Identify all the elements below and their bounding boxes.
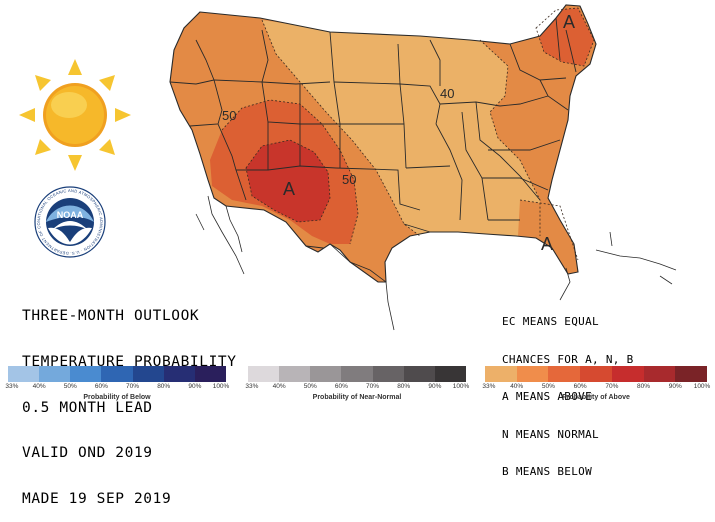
legend-tick-label: 70% [366,383,380,390]
legend-swatch [194,366,226,382]
key-note-line: CHANCES FOR A, N, B [502,352,634,366]
legend-tick-label: 40% [32,383,46,390]
legend-swatch [675,366,708,382]
legend-below-title: Probability of Below [83,394,151,401]
legend-swatch [643,366,676,382]
legend-swatch [70,366,102,382]
legend-swatch [248,366,280,382]
legend-tick-label: 33% [5,383,19,390]
legend-swatch [132,366,164,382]
noaa-logo-text: NOAA [57,210,84,220]
title-line: MADE 19 SEP 2019 [22,490,172,507]
probability-region-60-70 [246,140,330,222]
contour-label-south: 50 [342,172,356,187]
legend-tick-label: 33% [245,383,259,390]
key-note-line: EC MEANS EQUAL [502,315,599,328]
legend-tick-label: 80% [397,383,411,390]
legend-tick-label: 70% [605,383,619,390]
legend-tick-label: 100% [452,383,470,390]
legend-tick-label: 50% [303,383,317,390]
key-note-line: N MEANS NORMAL [502,427,599,441]
contour-label-west: 50 [222,108,236,123]
legend-swatch [163,366,195,382]
legend-swatch [341,366,373,382]
state-borders [170,17,577,251]
legend-tick-label: 40% [510,383,524,390]
legend-swatch [580,366,612,382]
outlook-map-canvas: 50 40 50 A A A [19,4,677,331]
legend-swatch [39,366,71,382]
legend-tick-label: 90% [188,383,202,390]
legend-swatch [310,366,342,382]
legend-tick-label: 80% [637,383,651,390]
title-line: VALID OND 2019 [22,445,153,462]
contour-label-central: 40 [440,86,454,101]
legend-swatch [279,366,311,382]
legend-below-ticks: 33% 40% 50% 60% 70% 80% 90% 100% [5,383,229,393]
key-note-line: B MEANS BELOW [502,465,592,478]
probability-region-33-40 [262,20,540,236]
legend-swatch [485,366,517,382]
noaa-logo: NOAA NATIONAL OCEANIC AND ATMOSPHERIC AD… [34,186,106,258]
neighbor-borders [195,195,677,331]
title-line: 0.5 MONTH LEAD [22,399,153,416]
legend-swatch [8,366,40,382]
legend-swatch [101,366,133,382]
legend-tick-label: 50% [63,383,77,390]
legend-swatch [516,366,549,382]
usa-map: 50 40 50 A A A [169,4,677,331]
sun-icon [19,59,131,171]
legend-tick-label: 80% [157,383,171,390]
legend-tick-label: 60% [334,383,348,390]
legend-swatch [548,366,581,382]
title-line: THREE-MONTH OUTLOOK [22,308,200,325]
legend-above-ticks: 33% 40% 50% 60% 70% 80% 90% 100% [482,383,710,393]
legend-near-normal-title: Probability of Near-Normal [312,394,402,401]
above-label-northeast: A [563,12,575,32]
above-label-southwest: A [283,179,295,199]
legend-tick-label: 90% [428,383,442,390]
legend-tick-label: 60% [94,383,108,390]
legend-tick-label: 100% [693,383,711,390]
legend-tick-label: 100% [212,383,230,390]
legend-near-normal-ticks: 33% 40% 50% 60% 70% 80% 90% 100% [245,383,469,393]
legend-swatch [403,366,435,382]
legend-swatch [434,366,466,382]
legend-tick-label: 50% [541,383,555,390]
key-note-line: A MEANS ABOVE [502,390,592,403]
above-label-southeast: A [541,234,553,254]
legend-tick-label: 90% [668,383,682,390]
legend-above-title: Probability of Above [562,394,630,401]
legend-near-normal-bar [248,366,466,382]
legend-tick-label: 33% [482,383,496,390]
legend-above-bar [485,366,708,382]
legend-tick-label: 60% [573,383,587,390]
probability-contours [221,7,595,261]
legend-below-bar [8,366,226,382]
legend-tick-label: 70% [126,383,140,390]
title-line: TEMPERATURE PROBABILITY [22,354,237,370]
legend-tick-label: 40% [272,383,286,390]
legend-swatch [611,366,644,382]
legend-swatch [372,366,404,382]
